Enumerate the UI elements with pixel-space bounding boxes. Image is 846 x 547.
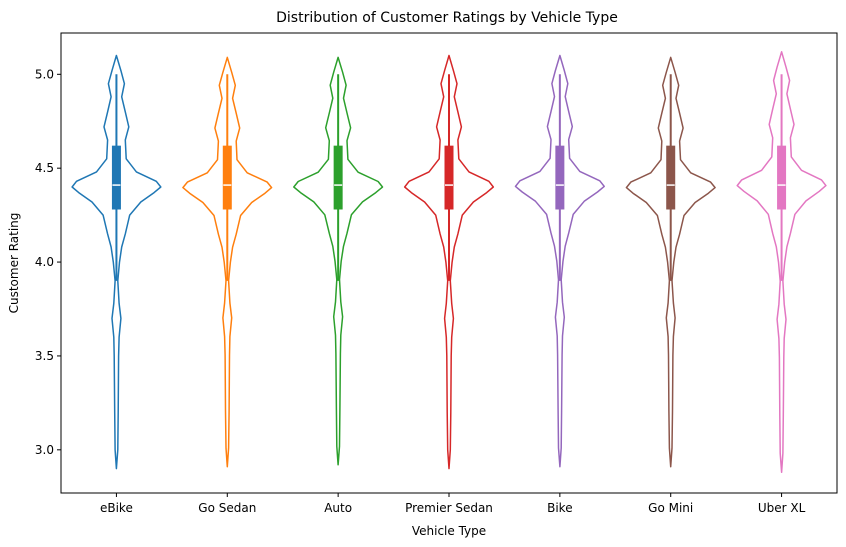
x-tick-label: Bike bbox=[547, 501, 572, 515]
x-tick-label: Go Sedan bbox=[198, 501, 256, 515]
y-tick-label: 4.0 bbox=[35, 255, 54, 269]
x-tick-label: Auto bbox=[324, 501, 352, 515]
violin-premier-sedan bbox=[403, 54, 495, 470]
violin-iqr-box bbox=[555, 145, 565, 210]
y-tick-label: 3.5 bbox=[35, 349, 54, 363]
violin-go-mini bbox=[625, 56, 716, 468]
violins-layer bbox=[71, 51, 827, 474]
violin-iqr-box bbox=[777, 145, 787, 210]
chart-title: Distribution of Customer Ratings by Vehi… bbox=[276, 10, 618, 26]
violin-ebike bbox=[71, 54, 162, 470]
x-axis-label: Vehicle Type bbox=[412, 524, 486, 538]
y-tick-label: 3.0 bbox=[35, 443, 54, 457]
violin-iqr-box bbox=[111, 145, 121, 210]
violin-iqr-box bbox=[444, 145, 454, 210]
y-axis: 3.0 3.5 4.0 4.5 5.0 bbox=[35, 67, 61, 457]
violin-bike bbox=[514, 54, 605, 468]
violin-auto bbox=[293, 56, 384, 466]
y-tick-label: 4.5 bbox=[35, 161, 54, 175]
violin-iqr-box bbox=[666, 145, 676, 210]
y-tick-label: 5.0 bbox=[35, 67, 54, 81]
violin-uber-xl bbox=[736, 51, 827, 474]
plot-frame bbox=[60, 32, 838, 494]
x-tick-label: eBike bbox=[100, 501, 133, 515]
x-axis: eBike Go Sedan Auto Premier Sedan Bike Go Min… bbox=[100, 493, 806, 515]
x-tick-label: Uber XL bbox=[758, 501, 806, 515]
x-tick-label: Premier Sedan bbox=[405, 501, 493, 515]
violin-go-sedan bbox=[182, 56, 273, 468]
violin-iqr-box bbox=[333, 145, 343, 210]
x-tick-label: Go Mini bbox=[648, 501, 693, 515]
violin-iqr-box bbox=[222, 145, 232, 210]
y-axis-label: Customer Rating bbox=[7, 213, 21, 314]
